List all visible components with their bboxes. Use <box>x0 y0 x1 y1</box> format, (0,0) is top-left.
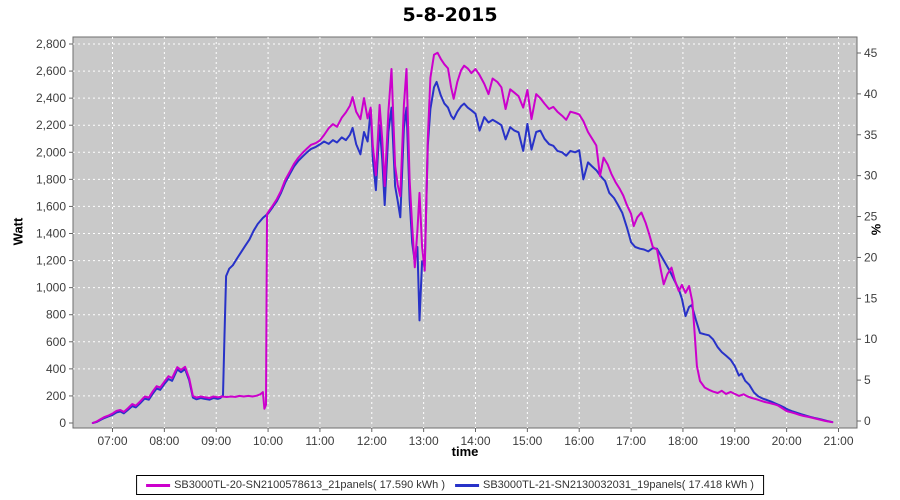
svg-text:0: 0 <box>864 414 871 428</box>
legend-label-series-2: SB3000TL-21-SN2130032031_19panels( 17.41… <box>483 479 754 491</box>
legend-item-series-2: SB3000TL-21-SN2130032031_19panels( 17.41… <box>455 479 754 491</box>
svg-text:19:00: 19:00 <box>720 434 750 448</box>
svg-text:40: 40 <box>864 87 878 101</box>
svg-text:20: 20 <box>864 250 878 264</box>
svg-text:2,800: 2,800 <box>36 37 66 51</box>
chart-title: 5-8-2015 <box>402 4 498 26</box>
svg-text:1,600: 1,600 <box>36 199 66 213</box>
svg-text:1,400: 1,400 <box>36 227 66 241</box>
legend-label-series-1: SB3000TL-20-SN2100578613_21panels( 17.59… <box>174 479 445 491</box>
svg-text:07:00: 07:00 <box>97 434 127 448</box>
legend: SB3000TL-20-SN2100578613_21panels( 17.59… <box>136 475 764 495</box>
svg-text:600: 600 <box>46 335 66 349</box>
svg-text:2,000: 2,000 <box>36 145 66 159</box>
svg-text:09:00: 09:00 <box>201 434 231 448</box>
x-axis-label-time: time <box>451 444 479 459</box>
svg-text:25: 25 <box>864 210 878 224</box>
legend-item-series-1: SB3000TL-20-SN2100578613_21panels( 17.59… <box>146 479 445 491</box>
svg-text:5: 5 <box>864 373 871 387</box>
svg-text:0: 0 <box>59 416 66 430</box>
series-1-line-swatch <box>146 483 171 487</box>
y-axis-label-percent: % <box>868 223 884 236</box>
svg-text:15:00: 15:00 <box>512 434 542 448</box>
svg-text:2,200: 2,200 <box>36 118 66 132</box>
svg-text:200: 200 <box>46 389 66 403</box>
svg-text:1,800: 1,800 <box>36 172 66 186</box>
svg-text:10:00: 10:00 <box>253 434 283 448</box>
svg-text:21:00: 21:00 <box>823 434 853 448</box>
svg-text:16:00: 16:00 <box>564 434 594 448</box>
svg-text:2,400: 2,400 <box>36 91 66 105</box>
svg-text:800: 800 <box>46 308 66 322</box>
svg-text:12:00: 12:00 <box>357 434 387 448</box>
svg-text:1,000: 1,000 <box>36 281 66 295</box>
svg-text:1,200: 1,200 <box>36 254 66 268</box>
svg-text:11:00: 11:00 <box>305 434 334 448</box>
svg-text:30: 30 <box>864 169 878 183</box>
svg-text:13:00: 13:00 <box>409 434 439 448</box>
svg-text:20:00: 20:00 <box>772 434 802 448</box>
svg-text:35: 35 <box>864 128 878 142</box>
svg-text:45: 45 <box>864 46 878 60</box>
svg-text:08:00: 08:00 <box>149 434 179 448</box>
svg-text:2,600: 2,600 <box>36 64 66 78</box>
svg-text:17:00: 17:00 <box>616 434 646 448</box>
y-axis-label-watt: Watt <box>10 217 26 246</box>
svg-text:18:00: 18:00 <box>668 434 698 448</box>
svg-text:14:00: 14:00 <box>460 434 490 448</box>
svg-text:10: 10 <box>864 332 878 346</box>
svg-text:400: 400 <box>46 362 66 376</box>
series-2-line-swatch <box>455 483 479 487</box>
svg-text:15: 15 <box>864 291 878 305</box>
